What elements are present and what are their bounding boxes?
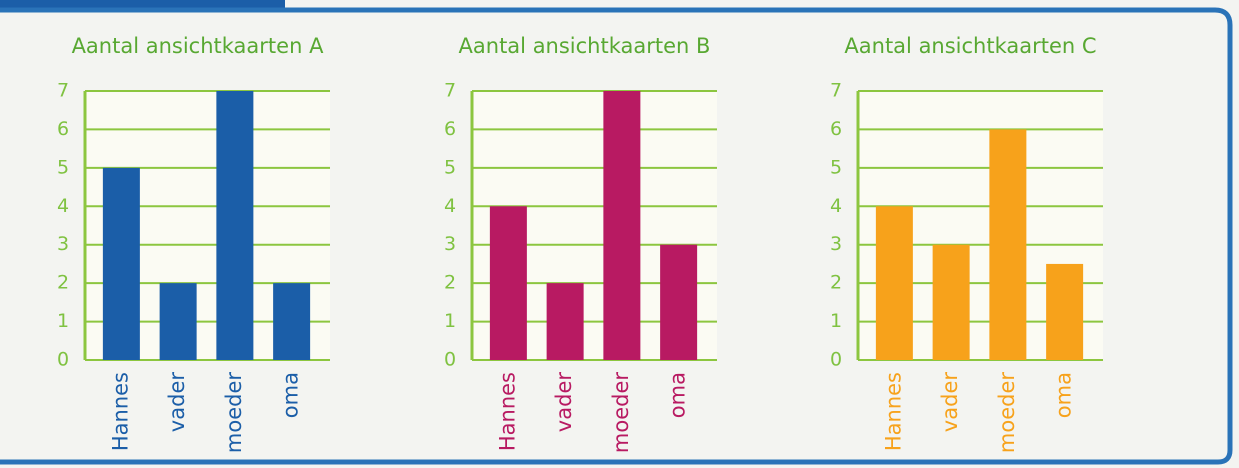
x-tick-label: moeder bbox=[995, 372, 1019, 453]
x-tick-label: moeder bbox=[222, 372, 246, 453]
y-tick-label: 7 bbox=[444, 80, 456, 102]
x-tick-label: oma bbox=[1052, 372, 1076, 418]
bar bbox=[932, 244, 970, 360]
x-tick-label: vader bbox=[552, 372, 576, 433]
y-tick-label: 6 bbox=[444, 118, 456, 140]
y-tick-label: 3 bbox=[57, 233, 69, 255]
chart-title: Aantal ansichtkaarten C bbox=[844, 34, 1096, 58]
y-tick-label: 0 bbox=[830, 349, 842, 371]
y-tick-label: 6 bbox=[57, 118, 69, 140]
y-tick-label: 7 bbox=[830, 80, 842, 102]
x-tick-label: Hannes bbox=[495, 372, 519, 451]
bar bbox=[989, 129, 1027, 360]
bar bbox=[102, 167, 140, 360]
x-tick-label: vader bbox=[165, 372, 189, 433]
x-tick-label: Hannes bbox=[108, 372, 132, 451]
y-tick-label: 5 bbox=[444, 156, 456, 178]
bar bbox=[603, 91, 641, 360]
y-tick-label: 4 bbox=[830, 195, 842, 217]
bar bbox=[546, 283, 584, 360]
x-tick-label: moeder bbox=[609, 372, 633, 453]
y-tick-label: 2 bbox=[57, 272, 69, 294]
y-tick-label: 4 bbox=[57, 195, 69, 217]
y-tick-label: 4 bbox=[444, 195, 456, 217]
x-tick-label: oma bbox=[666, 372, 690, 418]
chart-title: Aantal ansichtkaarten A bbox=[72, 34, 325, 58]
y-tick-label: 2 bbox=[444, 272, 456, 294]
frame bbox=[0, 7, 1233, 465]
chart-title: Aantal ansichtkaarten B bbox=[459, 34, 711, 58]
y-tick-label: 6 bbox=[830, 118, 842, 140]
bar bbox=[875, 206, 913, 360]
y-tick-label: 5 bbox=[57, 156, 69, 178]
bar bbox=[1046, 263, 1084, 360]
y-tick-label: 3 bbox=[444, 233, 456, 255]
bar bbox=[489, 206, 527, 360]
y-tick-label: 2 bbox=[830, 272, 842, 294]
bar bbox=[216, 91, 254, 360]
bar bbox=[660, 244, 698, 360]
x-tick-label: vader bbox=[938, 372, 962, 433]
x-tick-label: oma bbox=[279, 372, 303, 418]
bar bbox=[273, 283, 311, 360]
x-tick-label: Hannes bbox=[881, 372, 905, 451]
y-tick-label: 3 bbox=[830, 233, 842, 255]
y-tick-label: 1 bbox=[830, 310, 842, 332]
y-tick-label: 0 bbox=[444, 349, 456, 371]
y-tick-label: 1 bbox=[444, 310, 456, 332]
y-tick-label: 5 bbox=[830, 156, 842, 178]
y-tick-label: 7 bbox=[57, 80, 69, 102]
bar bbox=[159, 283, 197, 360]
y-tick-label: 1 bbox=[57, 310, 69, 332]
y-tick-label: 0 bbox=[57, 349, 69, 371]
